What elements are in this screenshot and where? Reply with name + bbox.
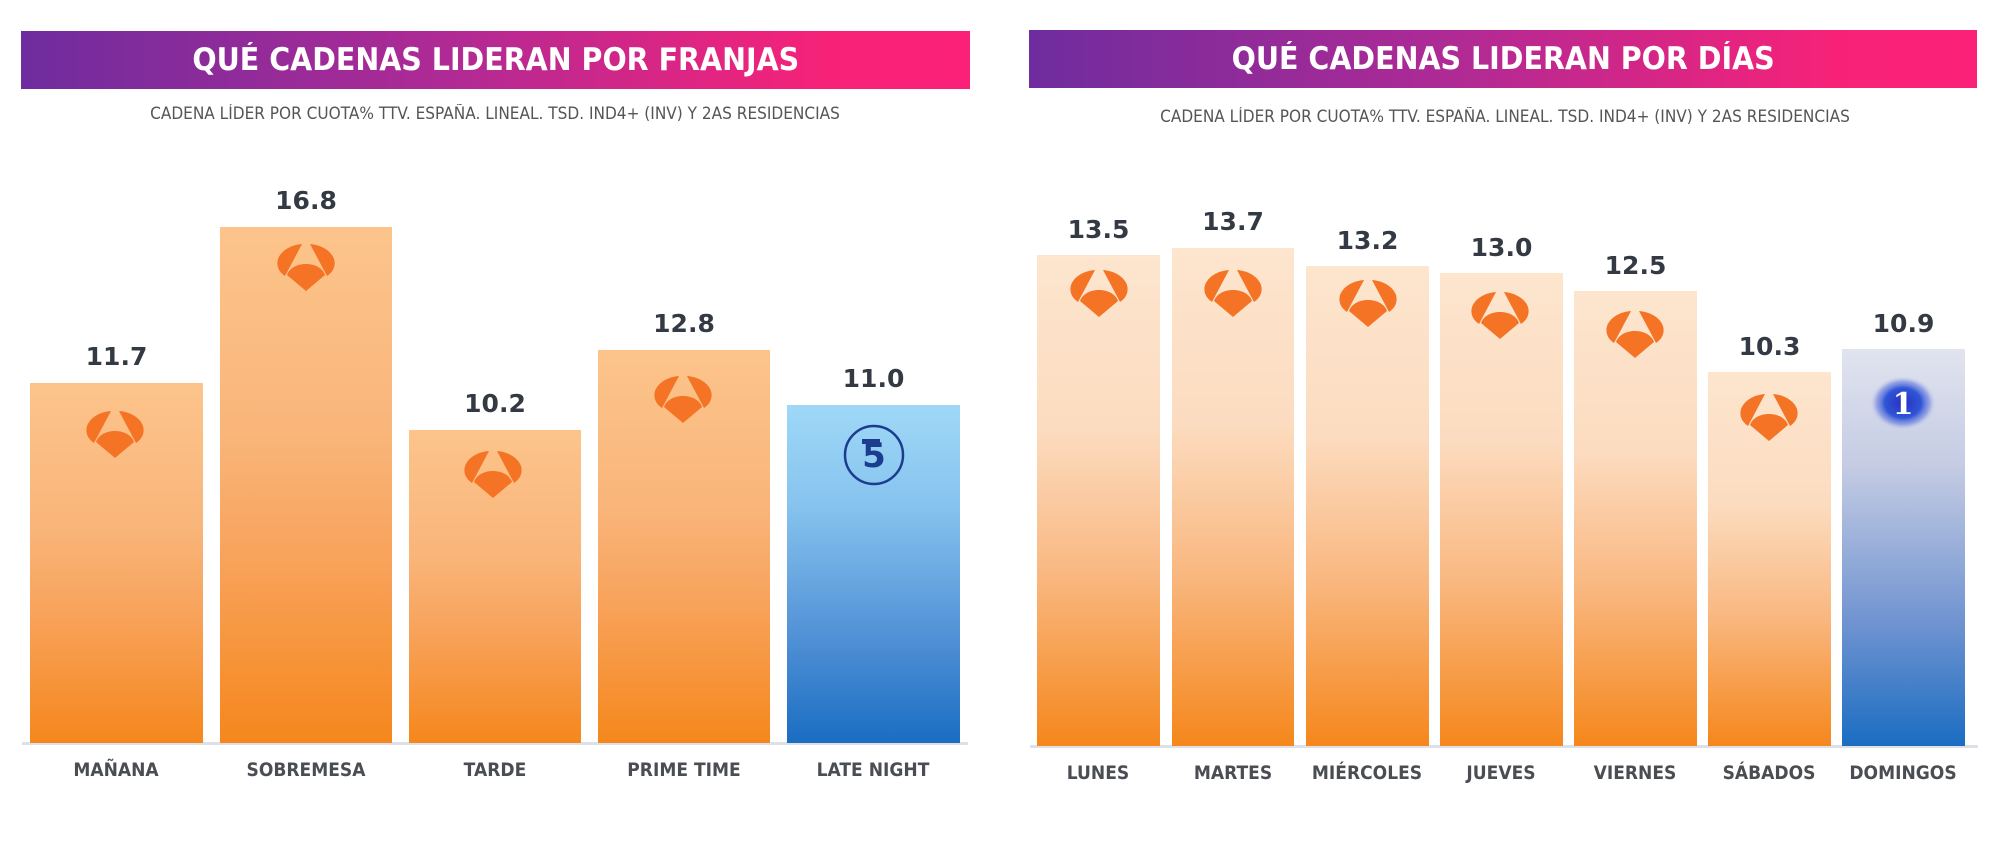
antena3-icon bbox=[1471, 292, 1529, 339]
svg-text:5: 5 bbox=[862, 436, 886, 476]
left-plot: 11.7 MAÑANA 16.8 SOBREMESA 10.2 TARDE 12… bbox=[22, 186, 968, 781]
la1-icon: 1 bbox=[1870, 376, 1936, 430]
antena3-icon bbox=[277, 244, 335, 291]
right-baseline bbox=[1030, 745, 1978, 748]
bar-value: 10.2 bbox=[464, 389, 526, 418]
bar-value: 11.7 bbox=[85, 342, 148, 371]
left-subtitle: CADENA LÍDER POR CUOTA% TTV. ESPAÑA. LIN… bbox=[150, 104, 840, 123]
right-subtitle: CADENA LÍDER POR CUOTA% TTV. ESPAÑA. LIN… bbox=[1160, 107, 1850, 126]
bar-value: 13.2 bbox=[1336, 226, 1399, 255]
bar-value: 13.5 bbox=[1067, 215, 1130, 244]
bar-miercoles bbox=[1306, 266, 1429, 746]
bar-martes bbox=[1172, 248, 1294, 746]
antena3-icon bbox=[86, 411, 144, 458]
bar-value: 10.3 bbox=[1738, 332, 1801, 361]
bar-lunes bbox=[1037, 255, 1160, 746]
antena3-icon bbox=[654, 376, 712, 423]
antena3-icon bbox=[464, 451, 522, 498]
bar-viernes bbox=[1574, 291, 1697, 746]
bar-value: 12.5 bbox=[1604, 251, 1667, 280]
right-plot: 13.5 LUNES 13.7 MARTES 13.2 MIÉRCOLES 13… bbox=[1000, 0, 2000, 849]
bar-value: 10.9 bbox=[1872, 309, 1935, 338]
bar-late-night bbox=[787, 405, 960, 743]
bar-value: 13.0 bbox=[1470, 233, 1533, 262]
bar-label: JUEVES bbox=[1466, 762, 1536, 784]
bar-label: PRIME TIME bbox=[627, 759, 741, 781]
svg-text:1: 1 bbox=[1893, 387, 1914, 422]
left-title: QUÉ CADENAS LIDERAN POR FRANJAS bbox=[192, 42, 799, 78]
telecinco-icon: 5 bbox=[843, 424, 905, 486]
bar-label: LUNES bbox=[1066, 762, 1130, 784]
bar-jueves bbox=[1440, 273, 1563, 746]
bar-value: 11.0 bbox=[842, 364, 905, 393]
bar-value: 12.8 bbox=[653, 309, 715, 338]
left-baseline bbox=[22, 742, 968, 745]
antena3-icon bbox=[1204, 270, 1262, 317]
right-panel: QUÉ CADENAS LIDERAN POR DÍAS CADENA LÍDE… bbox=[1000, 0, 2000, 849]
left-panel: QUÉ CADENAS LIDERAN POR FRANJAS CADENA L… bbox=[21, 31, 970, 781]
bar-label: VIERNES bbox=[1593, 762, 1677, 784]
bar-label: MAÑANA bbox=[73, 759, 159, 781]
antena3-icon bbox=[1339, 280, 1397, 327]
right-title: QUÉ CADENAS LIDERAN POR DÍAS bbox=[1231, 41, 1775, 77]
bar-label: SOBREMESA bbox=[246, 759, 366, 781]
bar-label: MARTES bbox=[1193, 762, 1273, 784]
bar-value: 16.8 bbox=[275, 186, 337, 215]
antena3-icon bbox=[1740, 394, 1798, 441]
bar-label: LATE NIGHT bbox=[816, 759, 930, 781]
bar-sobremesa bbox=[220, 227, 392, 743]
right-banner: QUÉ CADENAS LIDERAN POR DÍAS bbox=[1029, 30, 1977, 88]
bar-label: TARDE bbox=[463, 759, 527, 781]
bar-value: 13.7 bbox=[1202, 207, 1264, 236]
bar-label: MIÉRCOLES bbox=[1311, 762, 1423, 784]
bar-label: DOMINGOS bbox=[1849, 762, 1957, 784]
left-banner: QUÉ CADENAS LIDERAN POR FRANJAS bbox=[21, 31, 970, 89]
antena3-icon bbox=[1606, 311, 1664, 358]
bar-label: SÁBADOS bbox=[1722, 762, 1816, 784]
antena3-icon bbox=[1070, 270, 1128, 317]
